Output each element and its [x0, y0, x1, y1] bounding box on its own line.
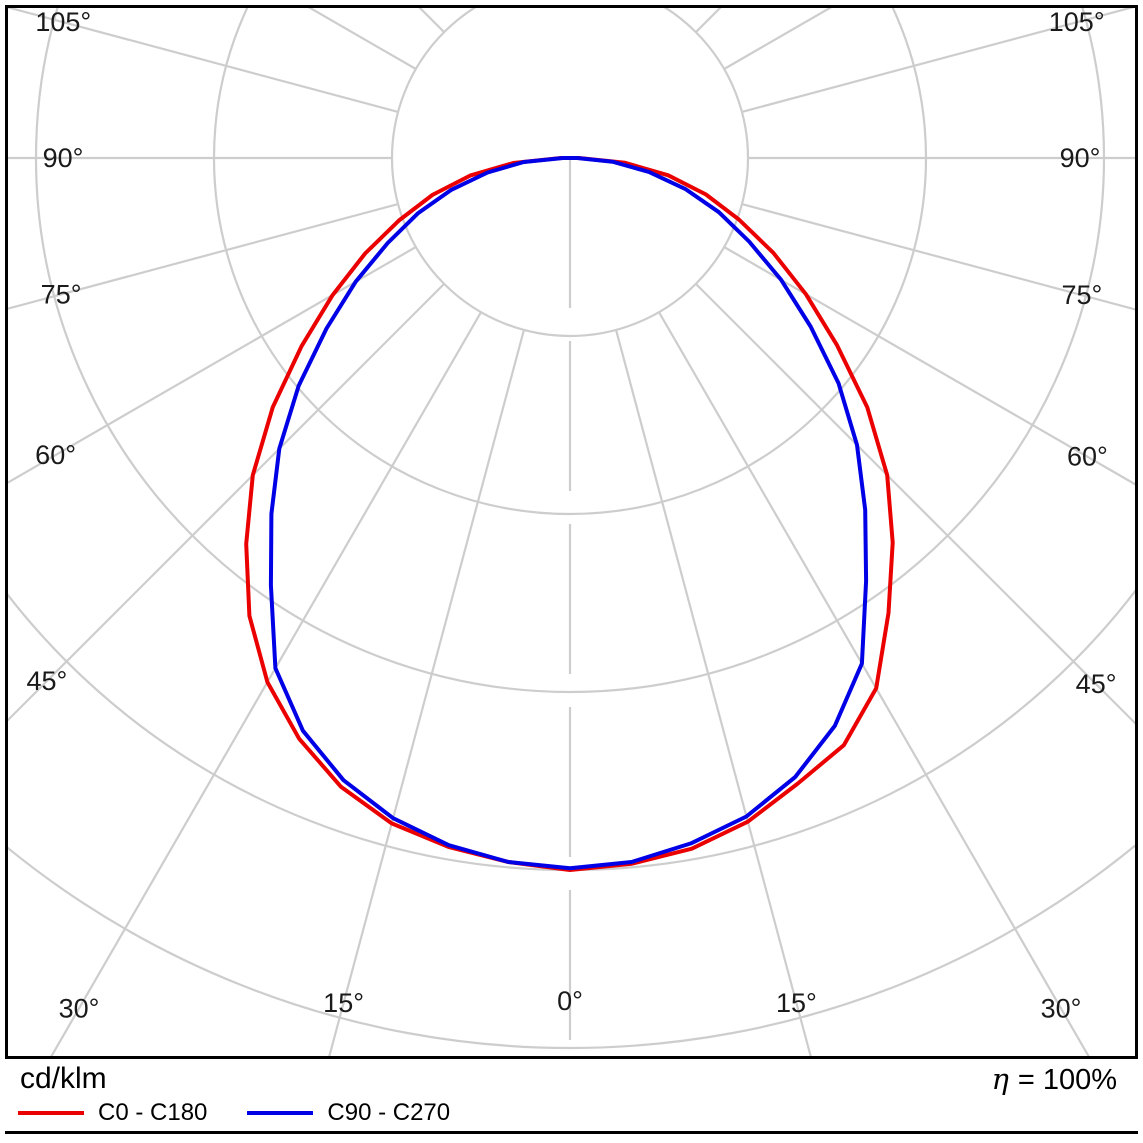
legend-label-c0-c180: C0 - C180 [98, 1099, 208, 1126]
angle-label: 60° [35, 440, 76, 470]
legend-label-c90-c270: C90 - C270 [327, 1099, 451, 1126]
plot-border [5, 5, 1138, 1059]
angle-label: 90° [43, 143, 84, 173]
radial-unit-label: cd/klm [20, 1062, 107, 1095]
curve-c90-c270 [268, 156, 869, 871]
angle-label: 90° [1060, 143, 1101, 173]
blue-line-swatch [247, 1111, 314, 1115]
intensity-curves [244, 156, 895, 872]
red-line-swatch [18, 1111, 84, 1115]
angle-label: 105° [35, 7, 91, 37]
angle-label: 75° [41, 279, 82, 309]
angle-label: 45° [1076, 669, 1117, 699]
angle-labels: 105° 90° 75° 60° 45° 30° 15° 0° 15° 30° 45° 60° 75° 9… [26, 7, 1116, 1023]
angle-label: 75° [1061, 280, 1102, 310]
angle-label: 105° [1049, 7, 1105, 37]
angle-label: 30° [1041, 993, 1082, 1023]
angle-label: 15° [323, 988, 364, 1018]
legend: C0 - C180 C90 - C270 [18, 1099, 450, 1127]
light-output-ratio: η = 100% [991, 1062, 1117, 1097]
legend-item-c90-c270: C90 - C270 [247, 1099, 450, 1127]
legend-item-c0-c180: C0 - C180 [18, 1099, 207, 1127]
angle-label: 60° [1067, 442, 1108, 472]
angle-label: 45° [26, 666, 67, 696]
eta-symbol: η [991, 1062, 1009, 1096]
eta-value: = 100% [1017, 1064, 1117, 1096]
footer-divider [5, 1131, 1138, 1134]
angle-label: 15° [776, 988, 817, 1018]
angle-label: 0° [557, 986, 583, 1016]
angle-label: 30° [59, 993, 100, 1023]
